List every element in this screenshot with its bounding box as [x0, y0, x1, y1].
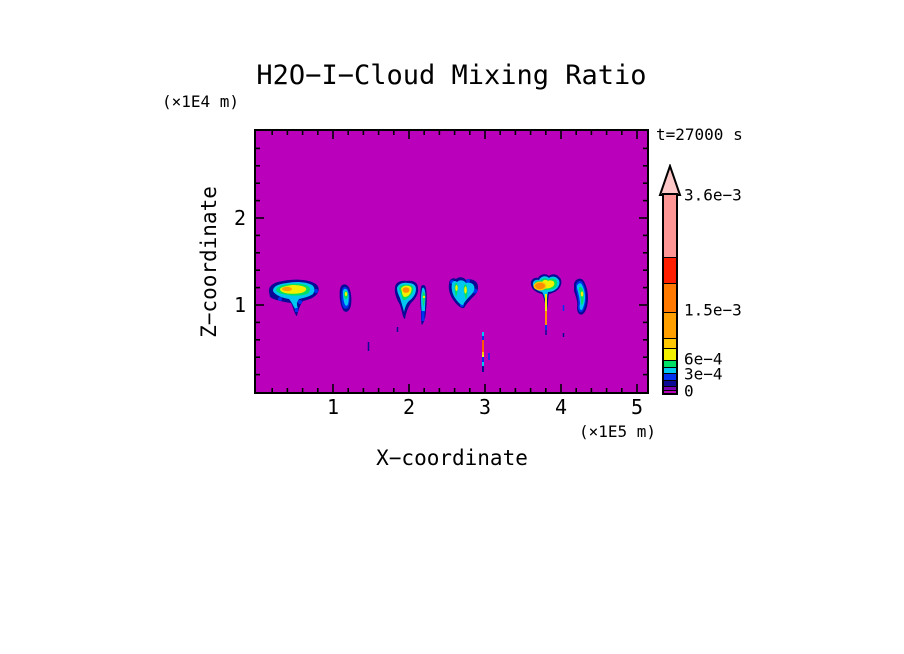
contour-plot-layer	[256, 131, 647, 392]
colorbar-band	[664, 257, 676, 283]
colorbar-band	[664, 386, 676, 390]
plot-title: H2O−I−Cloud Mixing Ratio	[256, 60, 647, 91]
precip-streak	[482, 332, 490, 372]
colorbar-band	[664, 312, 676, 338]
colorbar-band	[664, 390, 676, 393]
colorbar-band	[664, 367, 676, 373]
cloud-feature-6	[574, 278, 588, 315]
colorbar-band	[664, 338, 676, 348]
x-tick-label-4: 4	[554, 395, 568, 419]
x-tick-label-1: 1	[326, 395, 340, 419]
cloud-feature-5	[530, 274, 562, 335]
z-axis-unit-label: (×1E4 m)	[162, 92, 240, 111]
colorbar-band	[664, 195, 676, 257]
x-tick-label-3: 3	[478, 395, 492, 419]
x-tick-label-2: 2	[402, 395, 416, 419]
colorbar-band	[664, 348, 676, 360]
colorbar-band	[664, 360, 676, 367]
colorbar-label-3.6e-3: 3.6e−3	[684, 185, 742, 205]
x-tick-label-5: 5	[630, 395, 644, 419]
small-specks	[367, 305, 565, 351]
z-tick-label-1: 1	[233, 293, 246, 317]
colorbar-band	[664, 373, 676, 380]
cloud-feature-3	[394, 280, 419, 319]
colorbar-label-6e-4: 6e−4	[684, 349, 723, 369]
colorbar-label-0: 0	[684, 381, 694, 401]
cloud-feature-3-sliver	[420, 284, 427, 325]
colorbar-band	[664, 283, 676, 312]
axis-ticks	[256, 131, 647, 392]
z-axis-label: Z−coordinate	[197, 186, 221, 338]
cloud-feature-1	[268, 279, 319, 316]
colorbar-overflow-arrow	[658, 164, 682, 196]
colorbar-band	[664, 380, 676, 386]
z-tick-label-2: 2	[233, 206, 246, 230]
colorbar-label-3e-4: 3e−4	[684, 364, 723, 384]
x-axis-unit-label: (×1E5 m)	[578, 422, 656, 441]
plot-area	[254, 129, 649, 394]
cloud-feature-4	[448, 277, 479, 309]
colorbar	[662, 193, 678, 395]
colorbar-label-1.5e-3: 1.5e−3	[684, 300, 742, 320]
time-annotation: t=27000 s	[656, 125, 743, 144]
cloud-feature-2	[339, 284, 352, 312]
x-axis-label: X−coordinate	[376, 446, 528, 470]
